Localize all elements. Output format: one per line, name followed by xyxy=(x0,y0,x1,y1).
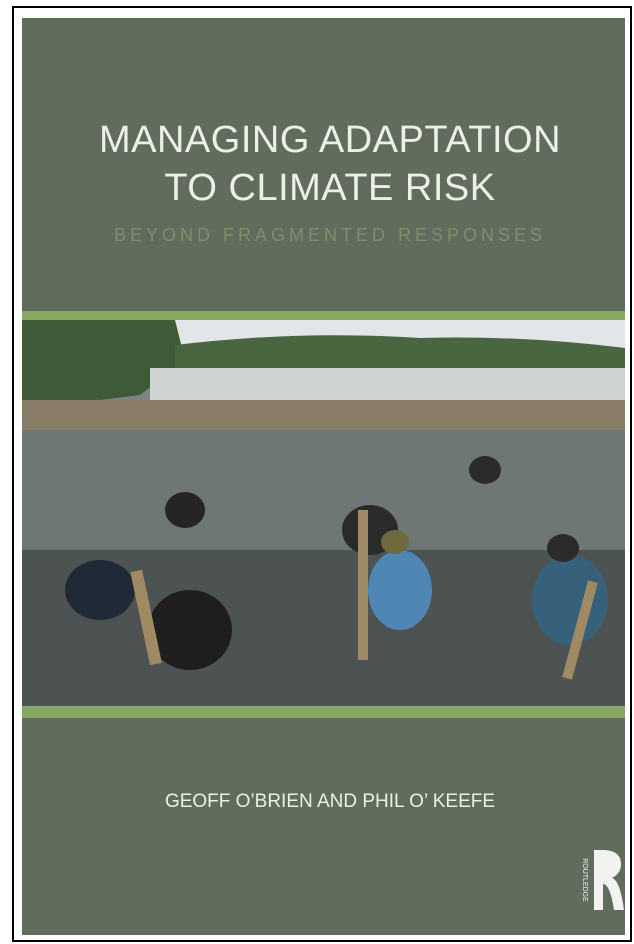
page: MANAGING ADAPTATION TO CLIMATE RISK BEYO… xyxy=(0,0,634,944)
publisher: ROUTLEDGE xyxy=(581,858,588,902)
stripe xyxy=(22,311,625,320)
book-cover: MANAGING ADAPTATION TO CLIMATE RISK BEYO… xyxy=(0,0,634,944)
photo xyxy=(22,320,625,706)
title-line: TO CLIMATE RISK xyxy=(164,167,495,209)
subtitle: BEYOND FRAGMENTED RESPONSES xyxy=(114,225,546,245)
authors: GEOFF O’BRIEN AND PHIL O’ KEEFE xyxy=(165,791,495,812)
stripe xyxy=(22,706,625,718)
title-line: MANAGING ADAPTATION xyxy=(99,119,561,161)
